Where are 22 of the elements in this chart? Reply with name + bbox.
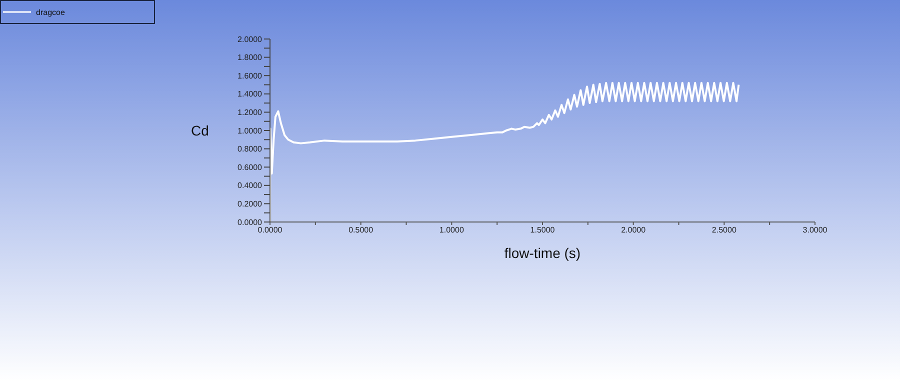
y-tick-label: 1.8000 (238, 53, 263, 62)
x-tick-label: 1.0000 (439, 226, 464, 235)
x-tick-label: 2.0000 (621, 226, 646, 235)
x-tick-label: 2.5000 (712, 226, 737, 235)
x-tick-label: 0.0000 (258, 226, 283, 235)
legend-label: dragcoe (36, 8, 65, 16)
x-tick-label: 0.5000 (348, 226, 374, 235)
y-tick-label: 0.2000 (238, 200, 263, 209)
x-tick-label: 1.5000 (530, 226, 556, 235)
line-series (270, 82, 740, 222)
y-tick-label: 0.6000 (238, 162, 263, 172)
y-tick-label: 2.0000 (238, 34, 263, 44)
y-tick-label: 1.0000 (238, 126, 263, 136)
y-tick-label: 1.4000 (238, 90, 263, 99)
y-tick-label: 1.2000 (238, 108, 263, 118)
y-tick-label: 0.4000 (238, 181, 263, 190)
x-tick-label: 3.0000 (802, 226, 828, 235)
y-axis-title: Cd (191, 122, 209, 138)
y-tick-label: 0.0000 (238, 218, 263, 227)
y-tick-label: 1.6000 (238, 71, 263, 80)
y-tick-label: 0.8000 (238, 144, 263, 154)
x-axis-title: flow-time (s) (504, 244, 581, 261)
